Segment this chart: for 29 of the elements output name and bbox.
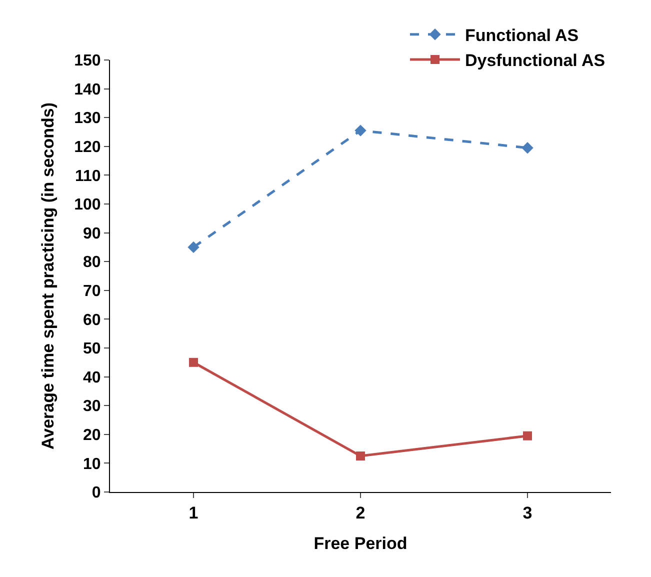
- y-tick-label: 30: [83, 398, 101, 416]
- legend-label: Functional AS: [465, 26, 579, 45]
- y-tick-label: 40: [83, 369, 101, 386]
- y-tick-label: 90: [83, 225, 101, 242]
- x-tick-label: 3: [522, 503, 532, 522]
- y-tick-label: 70: [83, 283, 101, 300]
- y-tick-label: 80: [83, 254, 101, 272]
- y-tick-label: 60: [83, 312, 101, 329]
- x-tick-label: 1: [188, 503, 198, 522]
- y-tick-label: 110: [74, 168, 101, 185]
- y-tick-label: 20: [83, 427, 101, 444]
- point: [356, 452, 365, 460]
- x-tick-label: 2: [356, 503, 366, 522]
- y-tick-label: 10: [83, 456, 101, 473]
- point: [522, 142, 534, 154]
- point: [354, 124, 366, 136]
- point: [188, 241, 200, 254]
- y-tick-label: 140: [74, 81, 101, 98]
- y-tick-label: 120: [74, 139, 101, 156]
- y-axis-title: Average time spent practicing (in seconds): [38, 102, 58, 450]
- point: [189, 358, 198, 367]
- y-tick-label: 150: [74, 52, 101, 70]
- x-axis-title: Free Period: [314, 534, 408, 553]
- y-tick-label: 100: [74, 196, 101, 214]
- y-tick-label: 0: [92, 484, 101, 502]
- point: [523, 431, 532, 440]
- legend-label: Dysfunctional AS: [465, 51, 606, 70]
- y-tick-label: 50: [83, 340, 101, 358]
- y-tick-label: 130: [74, 110, 101, 128]
